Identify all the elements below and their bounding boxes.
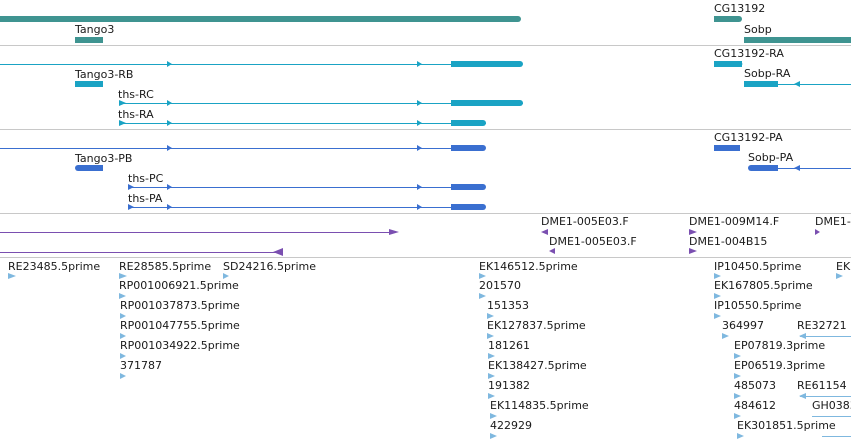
transcript-sobp-ra-label: Sobp-RA bbox=[744, 67, 791, 80]
protein-tango3-pb-exon[interactable] bbox=[451, 145, 486, 151]
est-arrows bbox=[8, 273, 843, 439]
est-rp001037873-label: RP001037873.5prime bbox=[120, 299, 240, 312]
transcript-track-rna: Tango3-RB CG13192-RA Sobp-RA ths-RC ths-… bbox=[0, 46, 851, 130]
est-re28585-label: RE28585.5prime bbox=[119, 260, 212, 273]
protein-tango3-pb-label: Tango3-PB bbox=[75, 152, 133, 165]
protein-tango3-pb-line[interactable] bbox=[0, 148, 484, 149]
gene-tango3-label: Tango3 bbox=[75, 23, 115, 36]
clone-arrows bbox=[273, 229, 820, 256]
est-rp001006921-label: RP001006921.5prime bbox=[119, 279, 239, 292]
transcript-tango3-rb-small-exon[interactable] bbox=[75, 81, 103, 87]
gene-track: Tango3 CG13192 Sobp bbox=[0, 0, 851, 46]
protein-sobp-pa-label: Sobp-PA bbox=[748, 151, 794, 164]
clone-dme1-005e03-f-label-2: DME1-005E03.F bbox=[549, 235, 637, 248]
est-ek301851-line[interactable] bbox=[822, 436, 851, 437]
est-re32721-label: RE32721 bbox=[797, 319, 847, 332]
transcript-ths-ra-line[interactable] bbox=[120, 123, 486, 124]
transcript-ths-ra-label: ths-RA bbox=[118, 108, 154, 121]
transcript-sobp-ra-line[interactable] bbox=[778, 84, 851, 85]
protein-strand-arrows bbox=[128, 145, 800, 210]
est-ip10550-label: IP10550.5prime bbox=[714, 299, 802, 312]
est-371787-label: 371787 bbox=[120, 359, 162, 372]
est-ep06519-label: EP06519.3prime bbox=[734, 359, 826, 372]
transcript-cg13192-ra-label: CG13192-RA bbox=[714, 47, 784, 60]
clone-track: DME1-005E03.F DME1-009M14.F DME1- DME1-0… bbox=[0, 214, 851, 257]
transcript-tango3-rb-exon[interactable] bbox=[451, 61, 523, 67]
protein-tango3-pb-small-exon[interactable] bbox=[75, 165, 103, 171]
est-181261-label: 181261 bbox=[488, 339, 530, 352]
est-sd24216-label: SD24216.5prime bbox=[223, 260, 316, 273]
est-ip10450-label: IP10450.5prime bbox=[714, 260, 802, 273]
est-gh0383-label: GH0383 bbox=[812, 399, 851, 412]
gene-tango3-bar[interactable] bbox=[0, 16, 521, 22]
est-ek127837-label: EK127837.5prime bbox=[487, 319, 586, 332]
gene-sobp-bar[interactable] bbox=[744, 37, 851, 43]
est-re23485-label: RE23485.5prime bbox=[8, 260, 101, 273]
est-re32721-line[interactable] bbox=[800, 336, 851, 337]
est-re61154-label: RE61154 bbox=[797, 379, 847, 392]
clone-line-short[interactable] bbox=[0, 252, 282, 253]
protein-ths-pc-line[interactable] bbox=[128, 187, 484, 188]
transcript-tango3-rb-line[interactable] bbox=[0, 64, 521, 65]
clone-dme1-009m14-f-label: DME1-009M14.F bbox=[689, 215, 780, 228]
protein-ths-pc-label: ths-PC bbox=[128, 172, 164, 185]
gene-cg13192-label: CG13192 bbox=[714, 2, 766, 15]
gene-cg13192-bar[interactable] bbox=[714, 16, 742, 22]
transcript-cg13192-ra-exon[interactable] bbox=[714, 61, 742, 67]
est-422929-label: 422929 bbox=[490, 419, 532, 432]
est-485073-label: 485073 bbox=[734, 379, 776, 392]
protein-sobp-pa-line[interactable] bbox=[778, 168, 851, 169]
est-ek-partial-label: EK bbox=[836, 260, 851, 273]
est-rp001034922-label: RP001034922.5prime bbox=[120, 339, 240, 352]
track-separator bbox=[0, 129, 851, 130]
est-rp001047755-label: RP001047755.5prime bbox=[120, 319, 240, 332]
track-separator bbox=[0, 257, 851, 258]
est-gh0383-line[interactable] bbox=[812, 416, 851, 417]
track-separator bbox=[0, 213, 851, 214]
transcript-tango3-rb-label: Tango3-RB bbox=[75, 68, 134, 81]
est-ek301851-label: EK301851.5prime bbox=[737, 419, 836, 432]
clone-line-long[interactable] bbox=[0, 232, 394, 233]
clone-dme1-partial-label: DME1- bbox=[815, 215, 851, 228]
transcript-ths-ra-exon[interactable] bbox=[451, 120, 486, 126]
est-track: RE23485.5prime RE28585.5prime SD24216.5p… bbox=[0, 258, 851, 441]
est-ep07819-label: EP07819.3prime bbox=[734, 339, 826, 352]
est-re61154-line[interactable] bbox=[800, 396, 851, 397]
protein-ths-pc-exon[interactable] bbox=[451, 184, 486, 190]
est-151353-label: 151353 bbox=[487, 299, 529, 312]
est-364997-label: 364997 bbox=[722, 319, 764, 332]
transcript-ths-rc-line[interactable] bbox=[120, 103, 523, 104]
protein-track: Tango3-PB CG13192-PA Sobp-PA ths-PC ths-… bbox=[0, 130, 851, 213]
protein-ths-pa-exon[interactable] bbox=[451, 204, 486, 210]
est-484612-label: 484612 bbox=[734, 399, 776, 412]
transcript-sobp-ra-exon[interactable] bbox=[744, 81, 778, 87]
est-ek167805-label: EK167805.5prime bbox=[714, 279, 813, 292]
gene-tango3-small-bar[interactable] bbox=[75, 37, 103, 43]
est-ek146512-label: EK146512.5prime bbox=[479, 260, 578, 273]
transcript-rna-strand-arrows bbox=[119, 61, 800, 126]
gene-sobp-label: Sobp bbox=[744, 23, 772, 36]
protein-cg13192-pa-label: CG13192-PA bbox=[714, 131, 783, 144]
protein-ths-pa-label: ths-PA bbox=[128, 192, 163, 205]
clone-dme1-005e03-f-label: DME1-005E03.F bbox=[541, 215, 629, 228]
track-separator bbox=[0, 45, 851, 46]
est-201570-label: 201570 bbox=[479, 279, 521, 292]
transcript-ths-rc-exon[interactable] bbox=[451, 100, 523, 106]
est-ek138427-label: EK138427.5prime bbox=[488, 359, 587, 372]
protein-ths-pa-line[interactable] bbox=[128, 207, 484, 208]
transcript-ths-rc-label: ths-RC bbox=[118, 88, 154, 101]
est-ek114835-label: EK114835.5prime bbox=[490, 399, 589, 412]
protein-sobp-pa-exon[interactable] bbox=[748, 165, 778, 171]
clone-dme1-004b15-label: DME1-004B15 bbox=[689, 235, 768, 248]
est-191382-label: 191382 bbox=[488, 379, 530, 392]
